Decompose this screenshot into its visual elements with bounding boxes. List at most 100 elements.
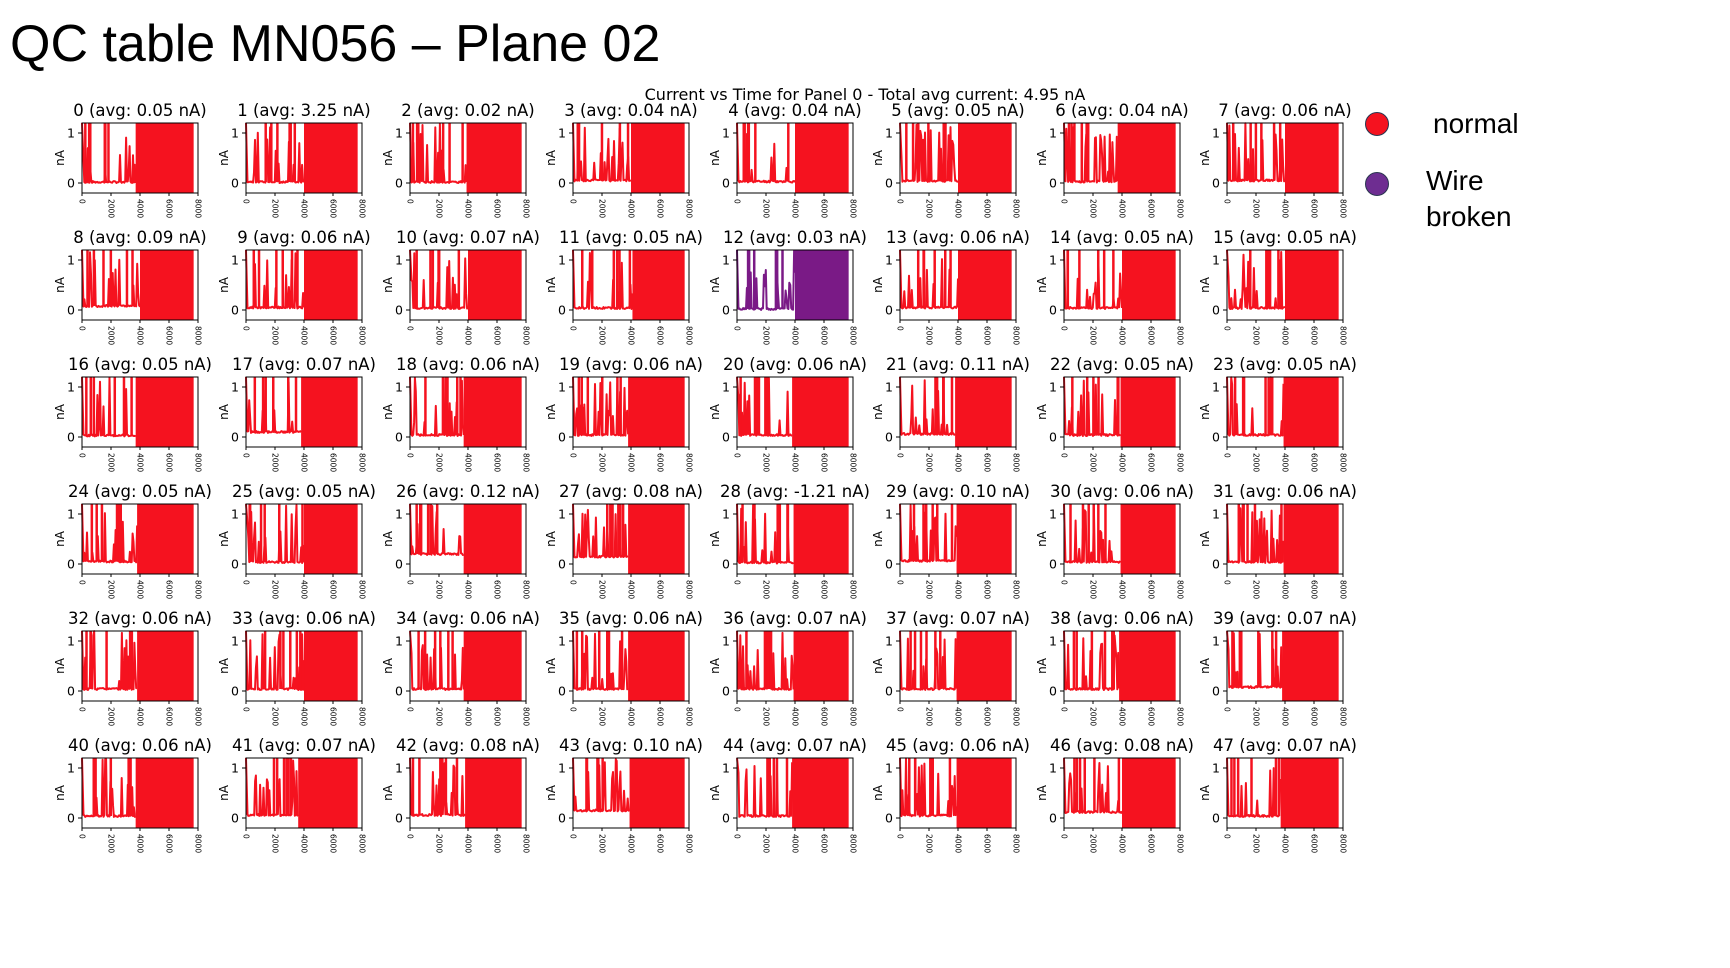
x-tick-label: 0 bbox=[569, 707, 578, 712]
y-tick-label: 1 bbox=[1212, 253, 1220, 268]
x-tick-label: 4000 bbox=[300, 834, 309, 853]
x-tick-label: 4000 bbox=[464, 707, 473, 726]
x-tick-label: 0 bbox=[406, 199, 415, 204]
panel-title: 24 (avg: 0.05 nA) bbox=[68, 482, 212, 501]
current-trace bbox=[1226, 376, 1285, 437]
y-axis-label: nA bbox=[544, 403, 558, 420]
panel-34: 34 (avg: 0.06 nA) 0 1 nA 0 2000 4000 6000 8000 bbox=[370, 610, 566, 743]
x-tick-label: 6000 bbox=[1147, 707, 1156, 726]
x-tick-label: 6000 bbox=[329, 580, 338, 599]
saturated-region bbox=[795, 123, 849, 193]
y-tick-label: 0 bbox=[558, 557, 566, 572]
y-axis-label: nA bbox=[544, 276, 558, 293]
x-tick-label: 2000 bbox=[1252, 580, 1261, 599]
x-tick-label: 2000 bbox=[925, 707, 934, 726]
panel-title: 8 (avg: 0.09 nA) bbox=[73, 228, 207, 247]
y-axis-label: nA bbox=[708, 657, 722, 674]
y-axis-label: nA bbox=[381, 276, 395, 293]
y-tick-label: 1 bbox=[231, 761, 239, 776]
y-tick-label: 0 bbox=[1049, 303, 1057, 318]
panel-19: 19 (avg: 0.06 nA) 0 1 nA 0 2000 4000 6000 8000 bbox=[533, 356, 729, 489]
x-tick-label: 8000 bbox=[194, 453, 203, 472]
panel-46: 46 (avg: 0.08 nA) 0 1 nA 0 2000 4000 6000 8000 bbox=[1024, 737, 1220, 870]
x-tick-label: 4000 bbox=[627, 834, 636, 853]
x-tick-label: 4000 bbox=[791, 580, 800, 599]
panel-title: 36 (avg: 0.07 nA) bbox=[723, 609, 867, 628]
y-tick-label: 1 bbox=[67, 507, 75, 522]
x-tick-label: 8000 bbox=[1339, 707, 1348, 726]
y-tick-label: 0 bbox=[67, 557, 75, 572]
panel-title: 18 (avg: 0.06 nA) bbox=[396, 355, 540, 374]
panel-title: 12 (avg: 0.03 nA) bbox=[723, 228, 867, 247]
x-tick-label: 0 bbox=[78, 199, 87, 204]
panel-36: 36 (avg: 0.07 nA) 0 1 nA 0 2000 4000 6000 8000 bbox=[697, 610, 893, 743]
x-tick-label: 6000 bbox=[820, 834, 829, 853]
panel-title: 38 (avg: 0.06 nA) bbox=[1050, 609, 1194, 628]
saturated-region bbox=[465, 758, 522, 828]
panel-title: 26 (avg: 0.12 nA) bbox=[396, 482, 540, 501]
x-tick-label: 0 bbox=[1223, 199, 1232, 204]
panel-4: 4 (avg: 0.04 nA) 0 1 nA 0 2000 4000 6000 8000 bbox=[697, 102, 893, 235]
saturated-region bbox=[628, 504, 685, 574]
panel-title: 16 (avg: 0.05 nA) bbox=[68, 355, 212, 374]
x-tick-label: 8000 bbox=[358, 834, 367, 853]
x-tick-label: 8000 bbox=[1339, 834, 1348, 853]
y-axis-label: nA bbox=[871, 403, 885, 420]
y-tick-label: 1 bbox=[67, 761, 75, 776]
panel-45: 45 (avg: 0.06 nA) 0 1 nA 0 2000 4000 6000 8000 bbox=[860, 737, 1056, 870]
current-trace bbox=[899, 503, 958, 563]
x-tick-label: 2000 bbox=[598, 834, 607, 853]
x-tick-label: 0 bbox=[406, 834, 415, 839]
x-tick-label: 6000 bbox=[983, 326, 992, 345]
saturated-region bbox=[304, 250, 358, 320]
x-tick-label: 2000 bbox=[435, 199, 444, 218]
y-axis-label: nA bbox=[1035, 530, 1049, 547]
y-axis-label: nA bbox=[1198, 784, 1212, 801]
y-tick-label: 0 bbox=[395, 557, 403, 572]
panel-title: 14 (avg: 0.05 nA) bbox=[1050, 228, 1194, 247]
saturated-region bbox=[137, 631, 194, 701]
current-trace bbox=[899, 249, 959, 310]
x-tick-label: 8000 bbox=[1012, 326, 1021, 345]
y-tick-label: 0 bbox=[67, 303, 75, 318]
y-axis-label: nA bbox=[544, 784, 558, 801]
x-tick-label: 6000 bbox=[165, 199, 174, 218]
y-tick-label: 1 bbox=[1049, 380, 1057, 395]
y-tick-label: 1 bbox=[885, 507, 893, 522]
y-tick-label: 0 bbox=[558, 303, 566, 318]
x-tick-label: 8000 bbox=[194, 580, 203, 599]
panel-43: 43 (avg: 0.10 nA) 0 1 nA 0 2000 4000 6000 8000 bbox=[533, 737, 729, 870]
x-tick-label: 4000 bbox=[136, 834, 145, 853]
x-tick-label: 4000 bbox=[1118, 580, 1127, 599]
x-tick-label: 2000 bbox=[107, 707, 116, 726]
x-tick-label: 6000 bbox=[329, 326, 338, 345]
x-tick-label: 8000 bbox=[358, 580, 367, 599]
x-tick-label: 4000 bbox=[136, 580, 145, 599]
panel-title: 6 (avg: 0.04 nA) bbox=[1055, 101, 1189, 120]
x-tick-label: 0 bbox=[896, 199, 905, 204]
x-tick-label: 4000 bbox=[627, 326, 636, 345]
y-axis-label: nA bbox=[1198, 530, 1212, 547]
x-tick-label: 4000 bbox=[136, 707, 145, 726]
panel-title: 9 (avg: 0.06 nA) bbox=[237, 228, 371, 247]
x-tick-label: 2000 bbox=[435, 326, 444, 345]
y-tick-label: 1 bbox=[67, 380, 75, 395]
x-tick-label: 0 bbox=[78, 834, 87, 839]
x-tick-label: 0 bbox=[896, 834, 905, 839]
y-tick-label: 0 bbox=[722, 684, 730, 699]
saturated-region bbox=[1120, 504, 1176, 574]
saturated-region bbox=[956, 504, 1012, 574]
saturated-region bbox=[958, 250, 1012, 320]
panel-title: 30 (avg: 0.06 nA) bbox=[1050, 482, 1194, 501]
panel-24: 24 (avg: 0.05 nA) 0 1 nA 0 2000 4000 6000 8000 bbox=[42, 483, 238, 616]
